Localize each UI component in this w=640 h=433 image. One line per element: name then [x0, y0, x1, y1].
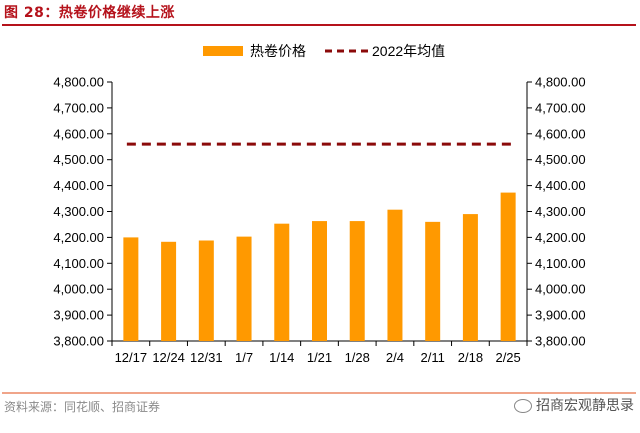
- legend-label-line: 2022年均值: [372, 43, 445, 59]
- legend-label-bar: 热卷价格: [250, 43, 306, 59]
- x-tick-label: 1/14: [269, 350, 294, 365]
- title-rule: [2, 24, 636, 26]
- bar: [123, 237, 139, 341]
- y-tick-label-left: 4,500.00: [53, 152, 104, 167]
- legend-swatch-bar: [203, 46, 243, 56]
- y-tick-label-right: 4,000.00: [535, 282, 586, 297]
- bar: [161, 241, 177, 341]
- y-tick-label-left: 4,300.00: [53, 204, 104, 219]
- y-tick-label-right: 3,900.00: [535, 308, 586, 323]
- y-tick-label-right: 4,500.00: [535, 152, 586, 167]
- x-tick-label: 1/21: [307, 350, 332, 365]
- brand-watermark: 招商宏观静思录: [514, 395, 634, 415]
- x-tick-label: 2/25: [495, 350, 520, 365]
- y-tick-label-right: 4,600.00: [535, 126, 586, 141]
- source-rule: [2, 392, 636, 394]
- y-tick-label-right: 4,300.00: [535, 204, 586, 219]
- bar: [387, 209, 403, 341]
- x-tick-label: 12/17: [115, 350, 148, 365]
- x-tick-label: 2/11: [421, 350, 445, 365]
- chart: 热卷价格 2022年均值 3,800.00 3,800.00 3,900.00 3,90…: [53, 43, 585, 366]
- y-tick-label-right: 3,800.00: [535, 334, 586, 349]
- y-tick-label-left: 3,800.00: [53, 334, 104, 349]
- y-tick-label-left: 4,200.00: [53, 230, 104, 245]
- source-note: 资料来源：同花顺、招商证券: [4, 400, 161, 414]
- y-tick-label-right: 4,100.00: [535, 256, 586, 271]
- y-tick-label-left: 4,100.00: [53, 256, 104, 271]
- x-tick-label: 12/24: [152, 350, 185, 365]
- bar: [500, 192, 516, 341]
- bar: [198, 240, 214, 341]
- figure-title: 图 28：热卷价格继续上涨: [4, 5, 175, 21]
- bar: [349, 221, 365, 341]
- y-tick-label-left: 4,600.00: [53, 126, 104, 141]
- axes: 3,800.00 3,800.00 3,900.00 3,900.00 4,000.00…: [53, 75, 585, 366]
- x-tick-label: 12/31: [190, 350, 223, 365]
- bar: [312, 221, 327, 341]
- y-tick-label-right: 4,400.00: [535, 178, 586, 193]
- y-tick-label-left: 4,400.00: [53, 178, 104, 193]
- x-tick-label: 2/4: [386, 350, 404, 365]
- y-tick-label-right: 4,800.00: [535, 75, 586, 90]
- brand-label: 招商宏观静思录: [536, 398, 634, 414]
- y-tick-label-left: 4,000.00: [53, 282, 104, 297]
- bars: [123, 192, 516, 341]
- x-tick-label: 1/7: [235, 350, 253, 365]
- y-tick-label-right: 4,700.00: [535, 100, 586, 115]
- y-tick-label-left: 4,700.00: [53, 100, 104, 115]
- y-tick-label-left: 3,900.00: [53, 308, 104, 323]
- bar: [425, 221, 441, 341]
- wechat-icon: [514, 399, 532, 413]
- bar: [236, 236, 252, 341]
- y-tick-label-right: 4,200.00: [535, 230, 586, 245]
- y-tick-label-left: 4,800.00: [53, 75, 104, 90]
- x-tick-label: 1/28: [345, 350, 370, 365]
- x-tick-label: 2/18: [458, 350, 483, 365]
- bar: [462, 214, 478, 341]
- legend: 热卷价格 2022年均值: [203, 43, 445, 59]
- bar: [274, 223, 290, 341]
